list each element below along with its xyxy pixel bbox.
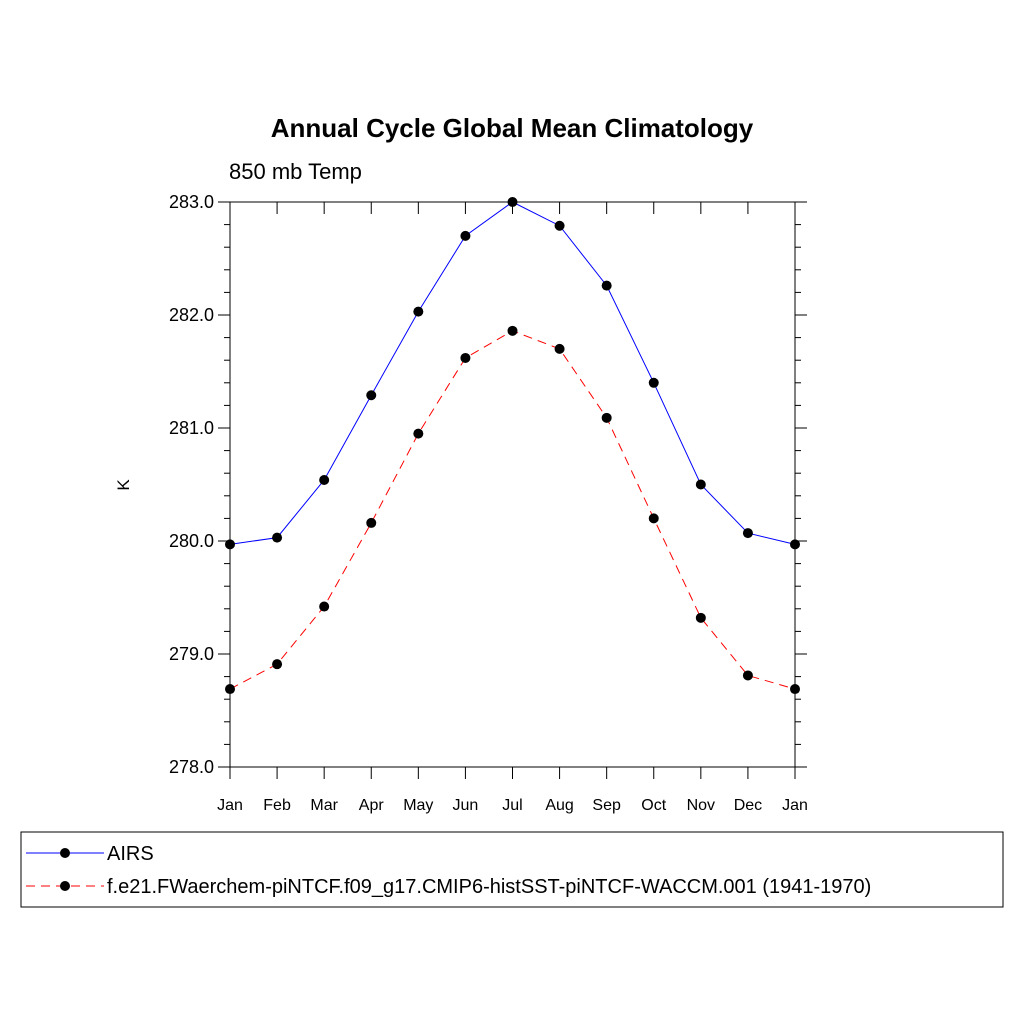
x-tick-label: Apr: [359, 797, 385, 814]
x-tick-labels: Jan Feb Mar Apr May Jun Jul Aug Sep Oct Nov Dec Jan: [217, 797, 808, 814]
data-point-series-1: [319, 601, 330, 612]
x-tick-label: Jan: [782, 797, 808, 814]
x-tick-label: Jun: [453, 797, 479, 814]
legend-marker-airs: [60, 848, 70, 858]
x-tick-label: Aug: [545, 797, 573, 814]
legend-marker-model: [60, 881, 70, 891]
x-tick-label: Oct: [641, 797, 666, 814]
data-point-series-1: [413, 428, 424, 439]
legend-label-model: f.e21.FWaerchem-piNTCF.f09_g17.CMIP6-his…: [107, 876, 871, 898]
data-point-series-0: [790, 539, 800, 550]
data-point-series-1: [601, 412, 612, 423]
data-point-series-0: [648, 377, 659, 388]
axis-ticks: [218, 201, 807, 779]
data-point-series-0: [366, 390, 377, 401]
data-point-series-0: [272, 532, 283, 543]
x-tick-label: Dec: [734, 797, 762, 814]
data-point-series-1: [272, 659, 283, 670]
data-point-series-0: [507, 197, 518, 207]
data-point-series-0: [742, 528, 753, 539]
data-point-series-0: [460, 230, 471, 241]
y-tick-label: 278.0: [169, 757, 214, 777]
chart-subtitle: 850 mb Temp: [229, 159, 362, 184]
y-tick-label: 279.0: [169, 644, 214, 664]
data-point-series-0: [695, 479, 706, 490]
data-point-series-1: [366, 517, 377, 528]
data-point-series-1: [225, 684, 235, 695]
series-line-1: [229, 330, 796, 690]
x-tick-label: Nov: [687, 797, 715, 814]
plot-frame: [229, 201, 796, 768]
y-tick-label: 282.0: [169, 305, 214, 325]
x-tick-label: Sep: [592, 797, 621, 814]
x-tick-label: Feb: [263, 797, 291, 814]
data-point-series-0: [554, 220, 565, 231]
y-tick-label: 281.0: [169, 418, 214, 438]
x-tick-label: Mar: [310, 797, 338, 814]
x-tick-label: May: [403, 797, 433, 814]
series-line-0: [229, 201, 796, 545]
data-point-series-1: [507, 325, 518, 336]
chart-title: Annual Cycle Global Mean Climatology: [271, 113, 754, 143]
data-point-series-0: [413, 306, 424, 317]
data-point-series-1: [648, 513, 659, 524]
y-tick-label: 283.0: [169, 192, 214, 212]
series-lines: [229, 201, 796, 690]
x-tick-label: Jan: [217, 797, 243, 814]
data-point-series-1: [554, 343, 565, 354]
data-point-series-0: [601, 280, 612, 291]
x-tick-label: Jul: [502, 797, 522, 814]
legend-label-airs: AIRS: [107, 843, 154, 865]
data-point-series-0: [319, 474, 330, 485]
data-points: [225, 197, 800, 695]
data-point-series-1: [790, 684, 800, 695]
data-point-series-1: [742, 670, 753, 681]
legend-box: [20, 831, 1004, 908]
legend: AIRS f.e21.FWaerchem-piNTCF.f09_g17.CMIP…: [20, 831, 1004, 908]
data-point-series-1: [695, 612, 706, 623]
data-point-series-1: [460, 352, 471, 363]
y-axis-title: K: [114, 479, 133, 491]
y-tick-label: 280.0: [169, 531, 214, 551]
data-point-series-0: [225, 539, 235, 550]
y-tick-labels: 278.0 279.0 280.0 281.0 282.0 283.0: [169, 192, 214, 777]
